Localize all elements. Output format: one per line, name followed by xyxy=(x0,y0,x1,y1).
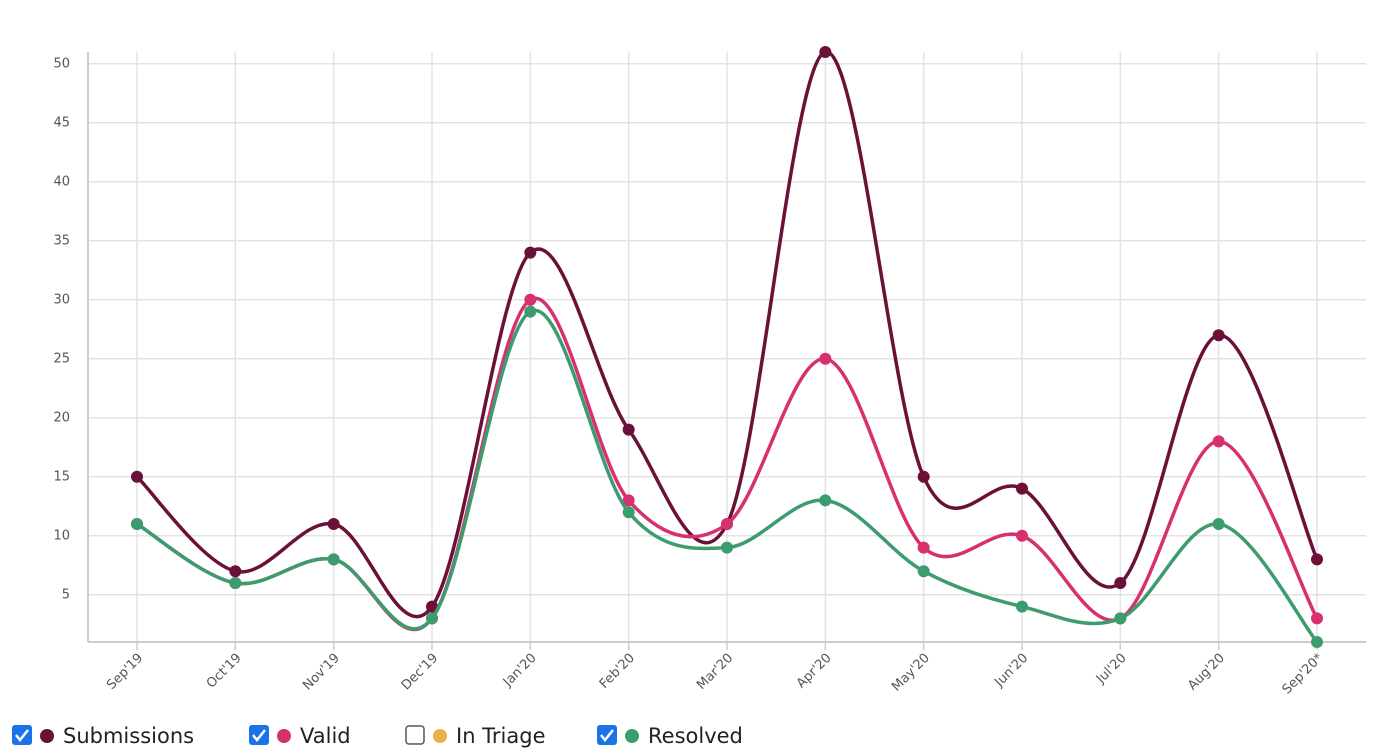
x-tick-label: Jul'20 xyxy=(1093,651,1130,688)
data-point xyxy=(622,494,635,507)
data-point xyxy=(622,506,635,519)
legend-swatch xyxy=(277,729,291,743)
x-tick-label: Dec'19 xyxy=(399,651,442,694)
data-point xyxy=(721,518,733,530)
x-tick-label: Jan'20 xyxy=(500,651,540,691)
data-point xyxy=(1311,636,1323,648)
x-tick-label: Sep'20* xyxy=(1280,650,1327,697)
y-tick-label: 45 xyxy=(53,115,70,130)
data-point xyxy=(721,541,733,554)
data-point xyxy=(917,541,930,554)
data-point xyxy=(327,518,340,530)
data-point xyxy=(1212,435,1225,448)
legend-item[interactable]: Submissions xyxy=(12,724,194,748)
data-point xyxy=(1016,529,1028,542)
data-point xyxy=(1016,482,1028,495)
y-tick-label: 35 xyxy=(53,233,70,248)
data-point xyxy=(1212,518,1225,530)
legend-item[interactable]: Valid xyxy=(249,724,351,748)
data-point xyxy=(327,553,340,566)
data-point xyxy=(917,470,930,483)
y-tick-label: 30 xyxy=(53,292,70,307)
x-tick-label: May'20 xyxy=(889,651,933,695)
y-tick-label: 40 xyxy=(53,174,70,189)
data-point xyxy=(1114,577,1127,589)
data-point xyxy=(131,518,143,530)
legend-checkbox[interactable] xyxy=(12,725,32,745)
y-tick-label: 10 xyxy=(53,528,70,543)
data-point xyxy=(229,577,242,589)
y-tick-label: 15 xyxy=(53,469,70,484)
legend-label: Resolved xyxy=(648,724,743,748)
data-point xyxy=(229,565,242,578)
legend-swatch xyxy=(433,729,447,743)
check-mark xyxy=(600,729,614,743)
x-tick-label: Mar'20 xyxy=(694,651,736,693)
data-point xyxy=(819,46,832,58)
data-point xyxy=(524,305,537,318)
legend-checkbox[interactable] xyxy=(597,725,617,745)
x-tick-label: Jun'20 xyxy=(991,651,1031,691)
data-point xyxy=(524,293,537,306)
data-point xyxy=(131,470,143,483)
data-point xyxy=(1114,612,1127,625)
data-point xyxy=(1212,329,1225,342)
data-point xyxy=(1311,553,1323,566)
y-tick-label: 5 xyxy=(62,587,70,602)
legend-swatch xyxy=(625,729,639,743)
x-tick-label: Aug'20 xyxy=(1185,651,1228,694)
data-point xyxy=(1016,600,1028,613)
legend-checkbox[interactable] xyxy=(405,725,425,745)
data-point xyxy=(819,494,832,507)
check-mark xyxy=(15,729,29,743)
data-point xyxy=(426,612,438,625)
y-tick-label: 50 xyxy=(53,56,70,71)
data-point xyxy=(426,600,438,613)
legend-item[interactable]: Resolved xyxy=(597,724,743,748)
data-point xyxy=(819,352,832,365)
legend-swatch xyxy=(40,729,54,743)
y-tick-label: 25 xyxy=(53,351,70,366)
y-tick-label: 20 xyxy=(53,410,70,425)
data-point xyxy=(917,565,930,578)
legend-item[interactable]: In Triage xyxy=(405,724,546,748)
x-tick-label: Feb'20 xyxy=(597,651,638,692)
x-tick-label: Oct'19 xyxy=(204,651,245,692)
data-point xyxy=(622,423,635,436)
x-tick-label: Apr'20 xyxy=(794,651,835,692)
legend-label: Submissions xyxy=(63,724,194,748)
legend-checkbox[interactable] xyxy=(249,725,269,745)
x-tick-label: Sep'19 xyxy=(104,651,146,693)
check-mark xyxy=(252,729,266,743)
legend-label: In Triage xyxy=(456,724,546,748)
data-point xyxy=(1311,612,1323,625)
data-point xyxy=(524,246,537,259)
legend-label: Valid xyxy=(300,724,351,748)
x-tick-label: Nov'19 xyxy=(300,651,343,694)
